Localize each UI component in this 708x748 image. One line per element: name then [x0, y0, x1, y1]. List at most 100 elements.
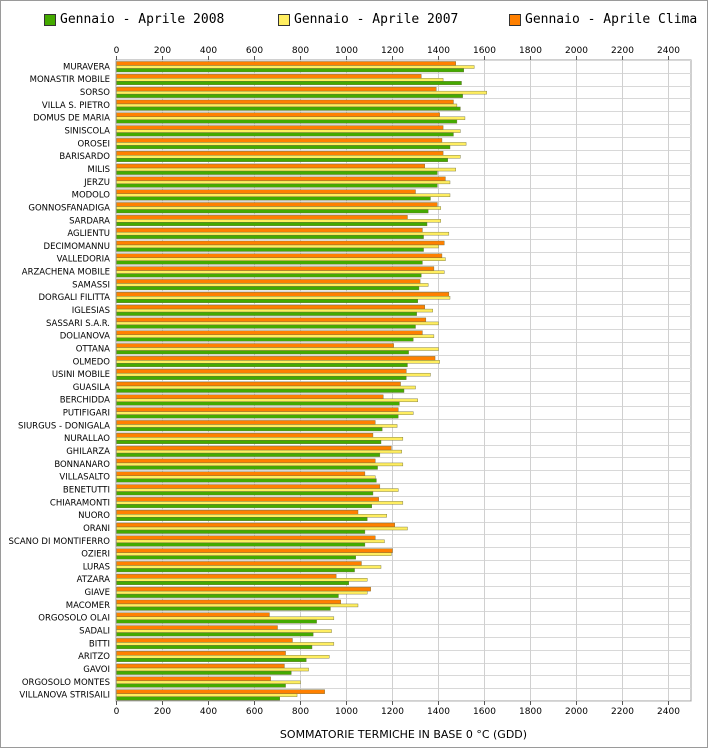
- bar-gennaio-aprile-2008: [116, 440, 382, 444]
- bar-gennaio-aprile-2007: [116, 321, 439, 326]
- x-tick-label-top: 800: [292, 46, 309, 56]
- x-tick-label-bottom: 1000: [335, 707, 358, 717]
- bar-gennaio-aprile-2008: [116, 606, 331, 611]
- bar-gennaio-aprile-2007: [116, 680, 301, 685]
- x-axis-title: SOMMATORIE TERMICHE IN BASE 0 °C (GDD): [280, 728, 527, 741]
- bar-gennaio-aprile-2008: [116, 581, 350, 585]
- category-label: GUASILA: [73, 383, 110, 393]
- bar-gennaio-aprile-clima: [116, 663, 285, 669]
- category-label: LURAS: [83, 562, 110, 572]
- category-label: ARZACHENA MOBILE: [22, 268, 110, 278]
- legend-swatch-2007: [278, 13, 290, 26]
- category-label: OLMEDO: [73, 357, 111, 367]
- bar-gennaio-aprile-2007: [116, 65, 475, 69]
- bar-gennaio-aprile-clima: [116, 304, 425, 310]
- bar-gennaio-aprile-2008: [116, 555, 356, 560]
- legend-swatch-clima: [509, 13, 521, 26]
- bar-gennaio-aprile-2008: [116, 222, 428, 227]
- bar-gennaio-aprile-2007: [116, 231, 450, 236]
- bar-gennaio-aprile-clima: [116, 176, 446, 182]
- bar-gennaio-aprile-clima: [116, 279, 421, 284]
- bar-gennaio-aprile-2007: [116, 616, 335, 620]
- category-label: OROSEI: [77, 139, 110, 149]
- category-label: BERCHIDDA: [60, 396, 110, 406]
- bar-gennaio-aprile-2007: [116, 539, 385, 544]
- bar-gennaio-aprile-clima: [116, 343, 394, 348]
- bar-gennaio-aprile-clima: [116, 625, 278, 630]
- category-label: ATZARA: [77, 575, 111, 585]
- category-label: MODOLO: [72, 191, 111, 201]
- bar-gennaio-aprile-2008: [116, 388, 405, 393]
- bar-gennaio-aprile-clima: [116, 112, 440, 117]
- bar-gennaio-aprile-2007: [116, 603, 359, 608]
- bar-gennaio-aprile-clima: [116, 394, 384, 400]
- bar-gennaio-aprile-2007: [116, 642, 335, 646]
- bar-gennaio-aprile-2007: [116, 411, 414, 415]
- legend-item-2008: Gennaio - Aprile 2008: [44, 12, 224, 27]
- bar-gennaio-aprile-2007: [116, 552, 392, 556]
- bar-gennaio-aprile-2008: [116, 68, 464, 73]
- bar-gennaio-aprile-2008: [116, 260, 423, 265]
- bar-gennaio-aprile-2007: [116, 270, 445, 274]
- bar-gennaio-aprile-2008: [116, 465, 378, 470]
- x-tick-label-bottom: 1600: [473, 707, 496, 717]
- bar-gennaio-aprile-2008: [116, 401, 400, 406]
- category-label: GHILARZA: [66, 447, 110, 457]
- bar-gennaio-aprile-clima: [116, 99, 454, 105]
- bar-gennaio-aprile-2007: [116, 334, 435, 338]
- bar-gennaio-aprile-2007: [116, 578, 368, 582]
- bar-gennaio-aprile-clima: [116, 189, 416, 194]
- bar-gennaio-aprile-clima: [116, 266, 435, 271]
- bar-gennaio-aprile-2008: [116, 542, 366, 547]
- bar-gennaio-aprile-clima: [116, 368, 407, 374]
- x-tick-label-bottom: 600: [246, 707, 263, 717]
- bar-gennaio-aprile-clima: [116, 484, 381, 489]
- bar-gennaio-aprile-2008: [116, 491, 374, 496]
- bar-gennaio-aprile-clima: [116, 612, 270, 617]
- bar-gennaio-aprile-2008: [116, 170, 438, 175]
- bar-gennaio-aprile-2008: [116, 106, 461, 111]
- bar-gennaio-aprile-clima: [116, 510, 359, 515]
- bar-gennaio-aprile-clima: [116, 407, 399, 412]
- bar-gennaio-aprile-clima: [116, 445, 392, 451]
- bar-gennaio-aprile-clima: [116, 202, 438, 207]
- x-tick-label-top: 0: [114, 46, 120, 56]
- x-tick-label-bottom: 2000: [565, 707, 588, 717]
- bar-gennaio-aprile-clima: [116, 227, 423, 233]
- x-tick-label-bottom: 2200: [611, 707, 634, 717]
- bar-gennaio-aprile-2008: [116, 158, 448, 162]
- bar-gennaio-aprile-clima: [116, 420, 376, 425]
- category-label: DORGALI FILITTA: [38, 293, 110, 303]
- bar-gennaio-aprile-2007: [116, 667, 309, 672]
- bar-gennaio-aprile-clima: [116, 561, 362, 566]
- bar-gennaio-aprile-2007: [116, 219, 441, 223]
- category-label: SIURGUS - DONIGALA: [18, 421, 110, 431]
- legend-item-clima: Gennaio - Aprile Clima: [509, 12, 697, 27]
- bar-gennaio-aprile-2008: [116, 145, 451, 150]
- category-label: MACOMER: [66, 601, 110, 611]
- x-tick-label-top: 2400: [657, 46, 680, 56]
- category-label: BENETUTTI: [63, 485, 110, 495]
- bar-gennaio-aprile-clima: [116, 676, 271, 682]
- category-label: AGLIENTU: [67, 229, 110, 239]
- bar-gennaio-aprile-clima: [116, 586, 371, 592]
- category-label: SCANO DI MONTIFERRO: [9, 537, 111, 547]
- bar-gennaio-aprile-2008: [116, 196, 431, 201]
- category-label: VILLA S. PIETRO: [42, 101, 110, 111]
- bar-gennaio-aprile-2007: [116, 526, 408, 531]
- bar-gennaio-aprile-clima: [116, 638, 293, 643]
- category-label: VILLANOVA STRISAILI: [19, 691, 110, 701]
- x-tick-label-top: 200: [154, 46, 171, 56]
- x-tick-label-top: 400: [200, 46, 217, 56]
- category-label: DOLIANOVA: [60, 332, 110, 342]
- bar-gennaio-aprile-2007: [116, 296, 451, 300]
- bar-gennaio-aprile-clima: [116, 574, 337, 579]
- bar-gennaio-aprile-2007: [116, 590, 368, 595]
- bar-gennaio-aprile-2008: [116, 350, 409, 355]
- bar-gennaio-aprile-clima: [116, 151, 444, 156]
- category-label: NURALLAO: [64, 434, 110, 444]
- bar-gennaio-aprile-2007: [116, 462, 404, 467]
- bar-gennaio-aprile-2008: [116, 337, 414, 342]
- bar-gennaio-aprile-2007: [116, 129, 461, 133]
- bar-gennaio-aprile-2007: [116, 142, 467, 146]
